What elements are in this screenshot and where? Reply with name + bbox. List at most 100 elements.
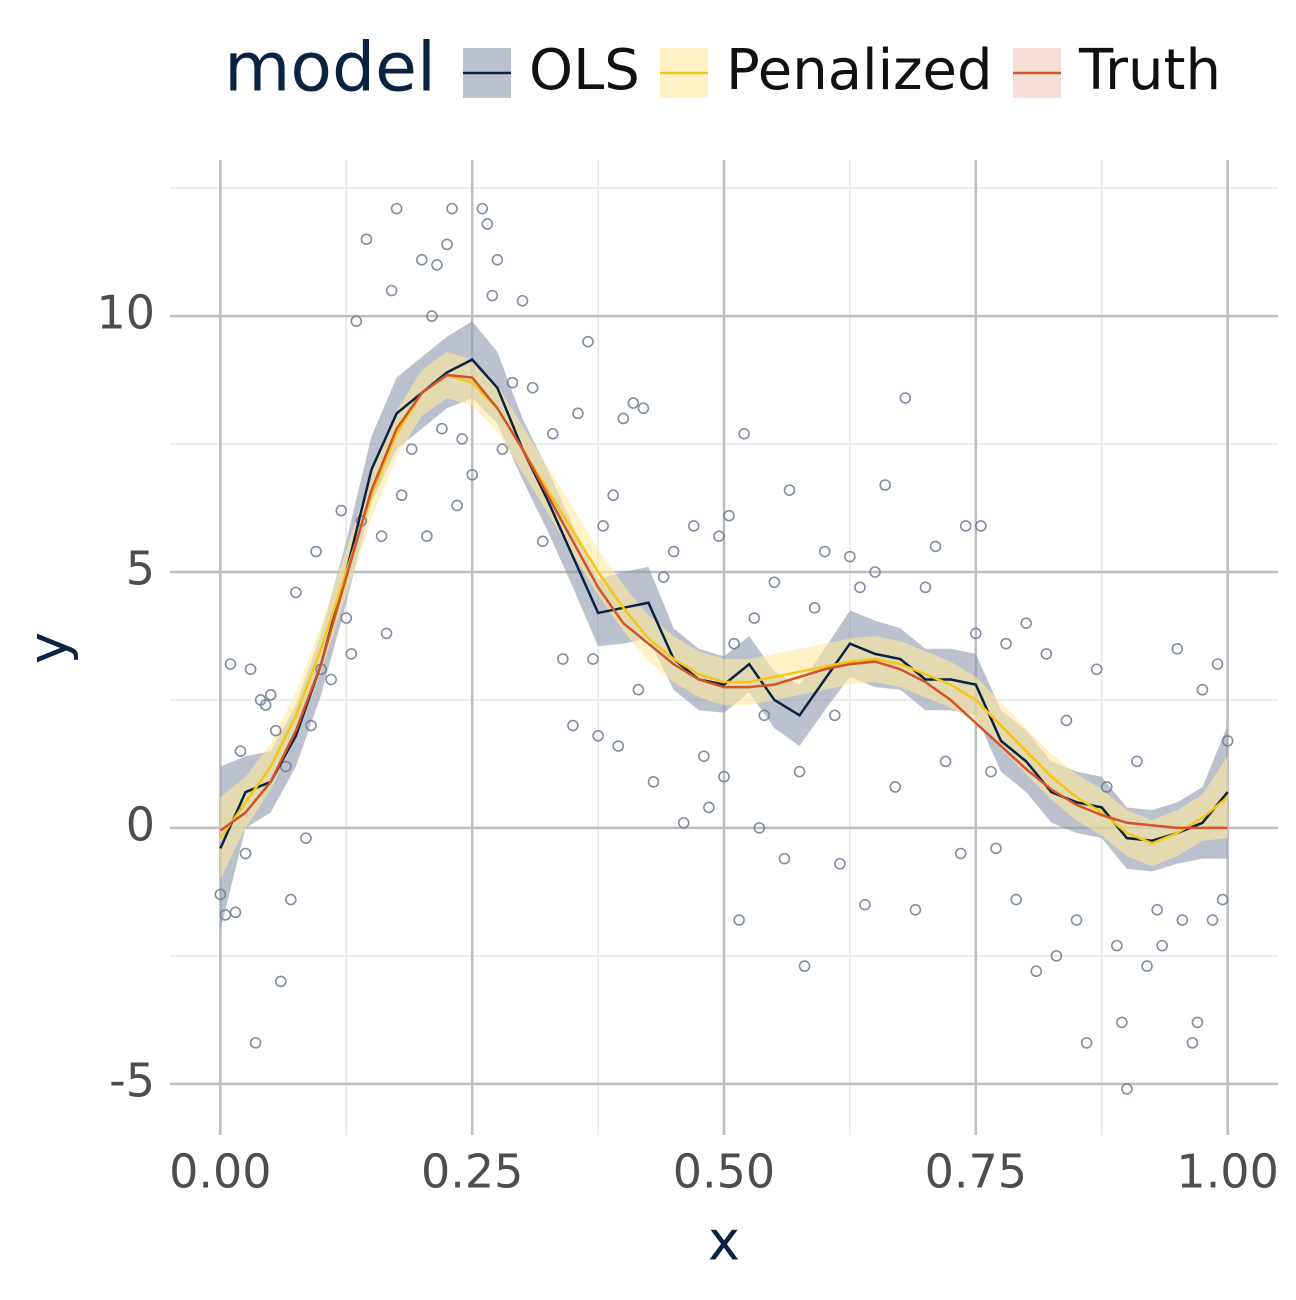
- data-point: [597, 520, 609, 532]
- data-point: [929, 540, 942, 553]
- data-point: [335, 504, 348, 517]
- data-point: [677, 816, 690, 829]
- data-point: [783, 484, 796, 496]
- data-point: [1186, 1037, 1199, 1049]
- data-point: [1070, 914, 1083, 926]
- data-point: [481, 218, 494, 230]
- data-point: [1121, 1083, 1133, 1095]
- y-tick-label: -5: [109, 1053, 155, 1107]
- data-point: [360, 233, 373, 246]
- data-point: [1176, 914, 1189, 926]
- series-line: [219, 373, 1228, 832]
- data-point: [859, 898, 871, 911]
- x-tick-label: 1.00: [1176, 1145, 1278, 1199]
- data-point: [491, 254, 504, 266]
- data-point: [1221, 735, 1234, 747]
- data-point: [1090, 663, 1103, 676]
- data-point: [723, 509, 735, 522]
- data-point: [567, 719, 579, 732]
- data-point: [456, 433, 468, 445]
- x-tick-label: 0.25: [421, 1145, 523, 1199]
- data-point: [627, 397, 640, 409]
- legend-title: model: [224, 29, 436, 108]
- data-point: [421, 530, 433, 542]
- data-point: [818, 545, 831, 558]
- data-point: [889, 781, 902, 793]
- data-point: [526, 381, 539, 394]
- data-point: [1191, 1016, 1204, 1029]
- data-point: [466, 468, 478, 481]
- data-point: [441, 238, 453, 251]
- data-point: [985, 765, 997, 778]
- data-point: [572, 407, 584, 420]
- data-point: [536, 535, 549, 548]
- data-point: [1050, 950, 1063, 962]
- data-point: [269, 724, 282, 737]
- data-point: [970, 627, 982, 640]
- data-point: [259, 699, 272, 711]
- data-point: [1116, 1016, 1128, 1029]
- data-point: [1171, 642, 1184, 655]
- data-point: [828, 709, 841, 722]
- data-point: [748, 612, 761, 624]
- data-point: [264, 689, 277, 701]
- data-point: [975, 520, 987, 532]
- y-tick-label: 0: [126, 797, 155, 851]
- x-axis-title: x: [708, 1210, 740, 1273]
- data-point: [1131, 755, 1143, 768]
- data-point: [990, 842, 1002, 855]
- data-point: [285, 893, 297, 906]
- data-point: [718, 770, 730, 783]
- data-point: [436, 422, 448, 435]
- data-point: [798, 960, 811, 972]
- data-point: [395, 489, 408, 502]
- data-point: [300, 832, 312, 844]
- data-point: [854, 581, 866, 594]
- data-point: [214, 888, 227, 901]
- data-point: [738, 428, 750, 440]
- data-point: [390, 202, 403, 215]
- data-point: [305, 719, 317, 732]
- data-point: [496, 443, 509, 455]
- data-point: [340, 612, 353, 624]
- data-point: [954, 847, 967, 860]
- data-point: [657, 571, 670, 583]
- x-tick-label: 0.00: [169, 1145, 271, 1199]
- y-axis-title: y: [17, 632, 80, 664]
- data-point: [506, 376, 519, 389]
- data-point: [703, 801, 715, 814]
- data-point: [1040, 648, 1053, 660]
- data-point: [733, 914, 745, 926]
- data-point: [939, 755, 952, 768]
- data-point: [234, 745, 247, 757]
- data-point: [274, 975, 287, 988]
- data-point: [1196, 683, 1209, 696]
- data-point: [546, 428, 559, 440]
- data-point: [1100, 781, 1113, 793]
- x-tick-label: 0.75: [925, 1145, 1027, 1199]
- data-point: [426, 310, 438, 322]
- data-point: [1141, 960, 1153, 972]
- data-point: [385, 284, 398, 297]
- data-point: [667, 545, 680, 558]
- data-point: [476, 202, 489, 215]
- data-point: [612, 740, 625, 752]
- data-point: [224, 658, 237, 670]
- data-point: [637, 402, 650, 415]
- confidence-band: [220, 351, 1228, 880]
- x-tick-label: 0.50: [673, 1145, 775, 1199]
- data-point: [380, 627, 393, 640]
- data-point: [290, 586, 302, 599]
- data-point: [808, 602, 821, 614]
- data-point: [249, 1037, 262, 1049]
- data-point: [1080, 1037, 1093, 1049]
- data-point: [728, 637, 740, 650]
- y-tick-label: 10: [96, 286, 155, 340]
- data-point: [451, 499, 463, 512]
- data-point: [687, 520, 700, 532]
- data-point: [713, 530, 725, 542]
- data-point: [834, 857, 846, 870]
- series-line: [219, 373, 1229, 845]
- data-point: [486, 289, 499, 302]
